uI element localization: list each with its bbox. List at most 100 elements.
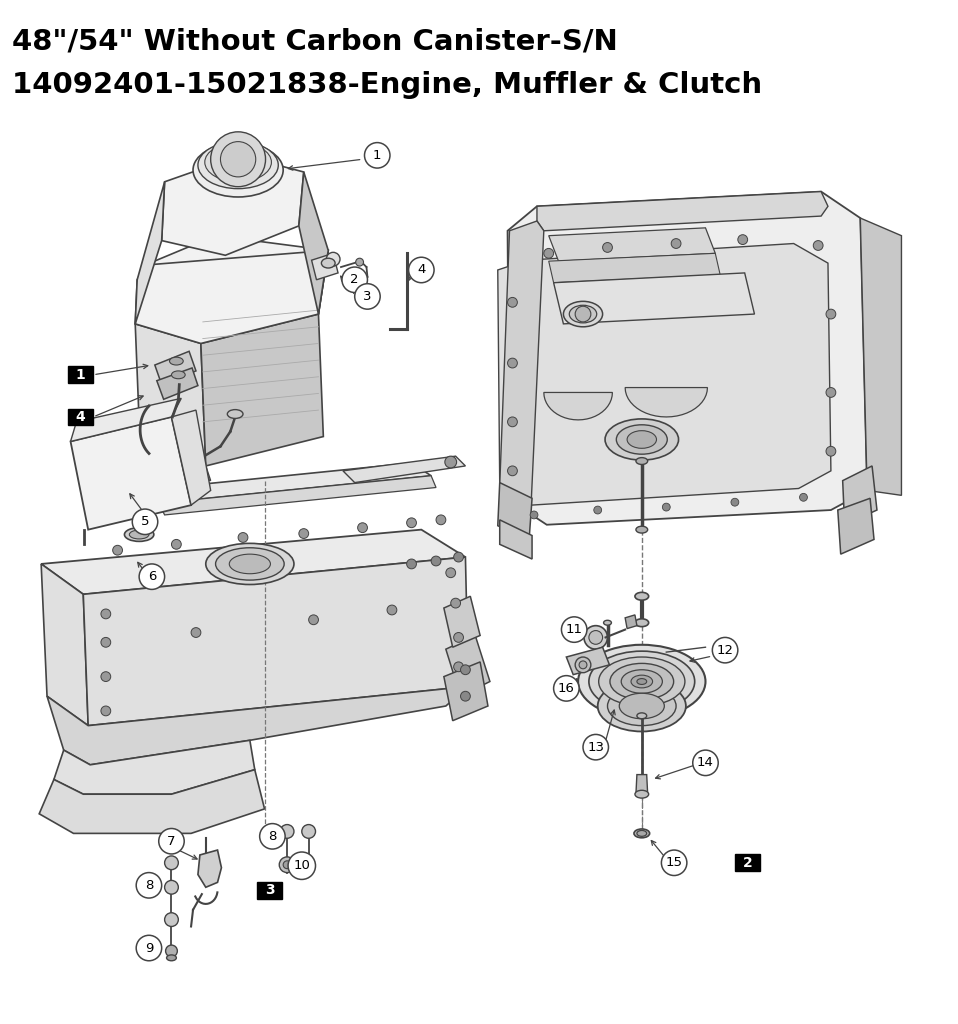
- Ellipse shape: [631, 675, 652, 688]
- Polygon shape: [159, 476, 436, 515]
- Circle shape: [220, 141, 256, 177]
- Ellipse shape: [637, 679, 647, 684]
- Circle shape: [693, 751, 718, 775]
- Circle shape: [561, 616, 587, 642]
- Text: 6: 6: [148, 570, 156, 584]
- Circle shape: [113, 546, 123, 555]
- Circle shape: [594, 506, 602, 514]
- Ellipse shape: [616, 425, 668, 455]
- Polygon shape: [135, 236, 329, 343]
- Circle shape: [260, 823, 285, 849]
- Polygon shape: [140, 446, 211, 480]
- Circle shape: [299, 528, 308, 539]
- Text: 3: 3: [363, 290, 372, 303]
- Ellipse shape: [637, 713, 647, 719]
- Circle shape: [583, 734, 608, 760]
- Text: 13: 13: [587, 740, 604, 754]
- Circle shape: [409, 257, 434, 283]
- Ellipse shape: [569, 305, 597, 323]
- Circle shape: [445, 568, 456, 578]
- Ellipse shape: [167, 955, 176, 961]
- Text: 4: 4: [417, 263, 425, 276]
- Polygon shape: [135, 324, 206, 466]
- Polygon shape: [566, 647, 609, 675]
- Text: 5: 5: [141, 515, 149, 528]
- Circle shape: [327, 252, 340, 266]
- Ellipse shape: [635, 791, 649, 798]
- Text: 10: 10: [293, 859, 310, 872]
- FancyBboxPatch shape: [257, 882, 283, 898]
- Circle shape: [544, 249, 554, 258]
- Circle shape: [136, 935, 162, 961]
- Polygon shape: [311, 253, 338, 280]
- Text: 2: 2: [351, 273, 359, 287]
- Circle shape: [826, 387, 835, 397]
- Circle shape: [165, 856, 178, 869]
- Polygon shape: [626, 387, 707, 417]
- Polygon shape: [299, 172, 329, 314]
- Circle shape: [508, 417, 517, 427]
- Polygon shape: [157, 368, 198, 399]
- Text: 48"/54" Without Carbon Canister-S/N: 48"/54" Without Carbon Canister-S/N: [11, 28, 618, 56]
- Text: 8: 8: [268, 829, 277, 843]
- Text: 3: 3: [264, 884, 274, 897]
- Circle shape: [406, 518, 417, 527]
- Circle shape: [279, 857, 295, 872]
- Circle shape: [661, 850, 687, 876]
- Circle shape: [288, 852, 315, 880]
- Text: 4: 4: [76, 410, 85, 424]
- Polygon shape: [171, 410, 211, 505]
- Circle shape: [826, 446, 835, 456]
- Polygon shape: [71, 417, 191, 529]
- Circle shape: [662, 503, 671, 511]
- Ellipse shape: [636, 526, 648, 534]
- Circle shape: [738, 234, 747, 245]
- Circle shape: [165, 912, 178, 927]
- Polygon shape: [500, 221, 544, 505]
- Ellipse shape: [129, 530, 148, 539]
- Text: 1: 1: [373, 148, 381, 162]
- Circle shape: [454, 662, 464, 672]
- Polygon shape: [201, 314, 324, 466]
- Text: 2: 2: [742, 856, 752, 869]
- Polygon shape: [54, 740, 255, 795]
- Text: 14092401-15021838-Engine, Muffler & Clutch: 14092401-15021838-Engine, Muffler & Clut…: [11, 71, 762, 99]
- Ellipse shape: [193, 143, 284, 197]
- Circle shape: [436, 515, 445, 524]
- Ellipse shape: [635, 618, 649, 627]
- Circle shape: [603, 243, 612, 252]
- Circle shape: [508, 358, 517, 368]
- Ellipse shape: [607, 686, 676, 726]
- Ellipse shape: [321, 258, 335, 268]
- Polygon shape: [444, 596, 480, 647]
- Polygon shape: [445, 636, 490, 696]
- Ellipse shape: [171, 371, 185, 379]
- Circle shape: [354, 284, 380, 309]
- Polygon shape: [135, 182, 165, 324]
- Circle shape: [508, 297, 517, 307]
- Ellipse shape: [627, 431, 656, 449]
- Circle shape: [454, 633, 464, 642]
- Ellipse shape: [198, 141, 278, 188]
- Circle shape: [461, 665, 470, 675]
- Circle shape: [445, 456, 457, 468]
- Ellipse shape: [635, 592, 649, 600]
- Circle shape: [450, 598, 461, 608]
- Circle shape: [136, 872, 162, 898]
- Circle shape: [191, 628, 201, 637]
- Polygon shape: [41, 529, 466, 594]
- Text: 15: 15: [666, 856, 683, 869]
- Circle shape: [589, 631, 603, 644]
- Ellipse shape: [604, 621, 611, 626]
- Ellipse shape: [636, 458, 648, 465]
- Circle shape: [355, 258, 363, 266]
- Polygon shape: [198, 850, 221, 887]
- Ellipse shape: [619, 693, 664, 719]
- Ellipse shape: [227, 410, 243, 419]
- Ellipse shape: [605, 419, 678, 460]
- Polygon shape: [140, 463, 431, 503]
- Ellipse shape: [229, 554, 270, 573]
- Circle shape: [281, 824, 294, 839]
- Circle shape: [672, 239, 681, 249]
- Circle shape: [387, 605, 397, 614]
